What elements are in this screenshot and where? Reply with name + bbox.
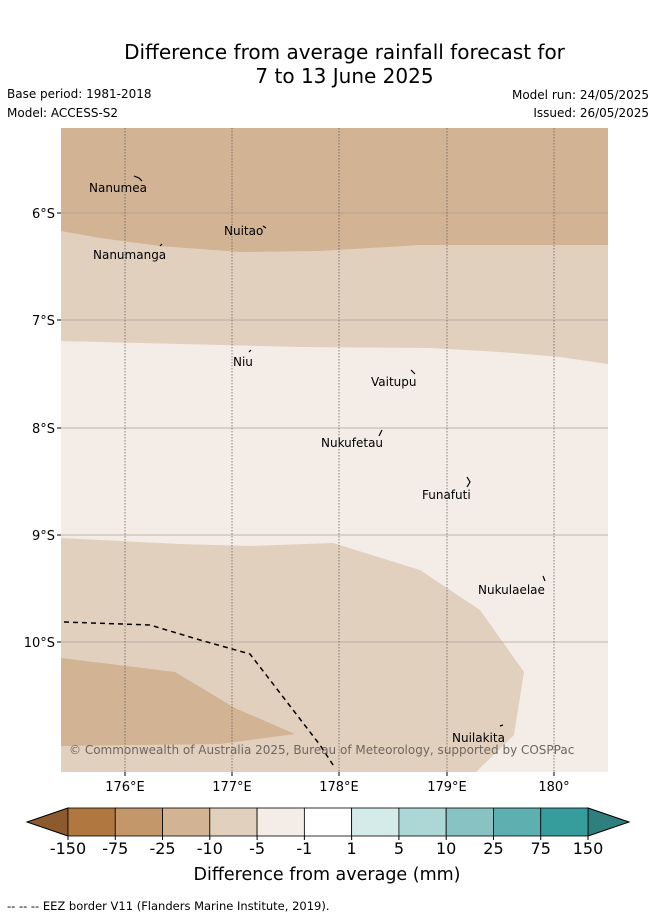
colorbar-segment <box>398 807 447 837</box>
latitude-labels: 6°S 7°S 8°S 9°S 10°S <box>24 207 55 651</box>
colorbar-segment <box>67 807 116 837</box>
lat-label-7s: 7°S <box>32 314 55 329</box>
lon-label-180: 180° <box>538 780 569 795</box>
colorbar-segment <box>209 807 258 837</box>
place-label-nanumea: Nanumea <box>89 181 147 195</box>
colorbar-ticks: -150 -75 -25 -10 -5 -1 1 5 10 25 75 150 <box>50 836 603 858</box>
island-outlines <box>133 175 546 727</box>
colorbar-tick-label: 10 <box>436 839 456 858</box>
colorbar-under-arrow <box>25 807 69 837</box>
nuitao-island-outline <box>262 225 267 229</box>
lon-label-176e: 176°E <box>105 780 145 795</box>
lon-label-178e: 178°E <box>319 780 359 795</box>
colorbar-segments <box>67 807 589 837</box>
model-name: Model: ACCESS-S2 <box>7 106 119 120</box>
colorbar-segment <box>303 807 353 837</box>
niu-island-outline <box>248 349 252 353</box>
latitude-gridlines <box>61 212 608 643</box>
colorbar-tick-label: -25 <box>149 839 175 858</box>
place-label-nanumanga: Nanumanga <box>93 248 166 262</box>
lat-label-9s: 9°S <box>32 529 55 544</box>
lon-label-177e: 177°E <box>212 780 252 795</box>
nanumanga-island-outline <box>159 243 163 247</box>
colorbar-tick-label: -5 <box>249 839 265 858</box>
colorbar-tick-label: 25 <box>483 839 503 858</box>
place-label-nuilakita: Nuilakita <box>452 731 505 745</box>
shade-patch-southwest <box>61 658 295 746</box>
place-label-nukulaelae: Nukulaelae <box>478 583 545 597</box>
longitude-gridlines <box>124 128 555 772</box>
lat-label-10s: 10°S <box>24 636 55 651</box>
title-line-1: Difference from average rainfall forecas… <box>124 40 565 64</box>
colorbar-tick-label: -75 <box>102 839 128 858</box>
place-label-nukufetau: Nukufetau <box>321 436 383 450</box>
colorbar-label: Difference from average (mm) <box>193 865 460 885</box>
colorbar-segment <box>493 807 542 837</box>
nanumea-island-outline <box>133 175 143 182</box>
colorbar-tick-label: -10 <box>197 839 223 858</box>
eez-border <box>63 621 336 769</box>
colorbar-tick-label: 5 <box>394 839 404 858</box>
place-label-nuitao: Nuitao <box>224 224 263 238</box>
colorbar-tick-label: 150 <box>573 839 604 858</box>
colorbar-over-arrow <box>587 807 631 837</box>
shade-band-top <box>61 128 608 252</box>
vaitupu-island-outline <box>410 369 416 375</box>
nuilakita-island-outline <box>499 724 504 727</box>
colorbar-tick-label: 75 <box>531 839 551 858</box>
colorbar-tick-label: -1 <box>296 839 312 858</box>
base-period: Base period: 1981-2018 <box>7 87 152 101</box>
colorbar-segment <box>162 807 211 837</box>
longitude-ticks <box>124 772 555 776</box>
place-label-niu: Niu <box>233 355 253 369</box>
place-labels: Nanumea Nuitao Nanumanga Niu Vaitupu Nuk… <box>89 181 545 745</box>
colorbar-tick-label: -150 <box>50 839 86 858</box>
colorbar-segment <box>540 807 589 837</box>
map-body: Nanumea Nuitao Nanumanga Niu Vaitupu Nuk… <box>61 128 608 772</box>
rainfall-map: Nanumea Nuitao Nanumanga Niu Vaitupu Nuk… <box>24 128 631 885</box>
colorbar-segment <box>256 807 305 837</box>
page-title: Difference from average rainfall forecas… <box>0 40 655 88</box>
place-label-vaitupu: Vaitupu <box>371 375 417 389</box>
longitude-labels: 176°E 177°E 178°E 179°E 180° <box>105 780 569 795</box>
lon-label-179e: 179°E <box>427 780 467 795</box>
latitude-ticks <box>57 212 61 643</box>
nukufetau-island-outline <box>378 429 383 437</box>
funafuti-island-outline <box>466 476 471 488</box>
title-line-2: 7 to 13 June 2025 <box>255 64 434 88</box>
copyright-notice: © Commonwealth of Australia 2025, Bureau… <box>69 743 574 757</box>
lat-label-6s: 6°S <box>32 207 55 222</box>
lat-label-8s: 8°S <box>32 422 55 437</box>
colorbar-segment <box>445 807 494 837</box>
colorbar-segment <box>351 807 400 837</box>
eez-legend-note: -- -- -- EEZ border V11 (Flanders Marine… <box>7 899 330 913</box>
model-run: Model run: 24/05/2025 <box>511 88 649 102</box>
colorbar: -150 -75 -25 -10 -5 -1 1 5 10 25 75 150 Difference … <box>25 807 631 885</box>
place-label-funafuti: Funafuti <box>422 488 471 502</box>
colorbar-segment <box>114 807 163 837</box>
nukulaelae-island-outline <box>542 575 546 582</box>
issued-date: Issued: 26/05/2025 <box>533 106 649 120</box>
colorbar-tick-label: 1 <box>347 839 357 858</box>
